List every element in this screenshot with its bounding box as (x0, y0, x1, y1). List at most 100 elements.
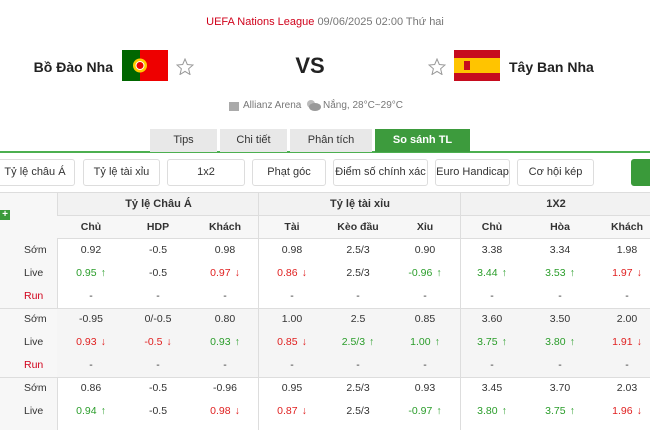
tab[interactable]: Phân tích (290, 129, 372, 152)
trend-arrow: ↓ (100, 336, 106, 348)
odds-cell: 0.90 (414, 244, 436, 256)
odds-cell: - (89, 359, 93, 371)
trend-arrow: ↑ (569, 267, 575, 279)
odds-cell: 0.98 ↓ (210, 405, 240, 417)
odds-cell: - (625, 359, 629, 371)
odds-cell: 3.38 (481, 244, 503, 256)
odds-cell: 0.93 ↓ (76, 336, 106, 348)
odds-cell: 3.34 (549, 244, 571, 256)
odds-cell: 3.70 (549, 382, 571, 394)
odds-cell: 0.95 (281, 382, 303, 394)
filter-button[interactable]: Tỷ lệ châu Á (0, 159, 75, 186)
odds-cell: 3.53 ↑ (545, 267, 575, 279)
column-header: Kèo đầu (337, 221, 379, 233)
section-divider (460, 193, 461, 430)
odds-cell: - (290, 359, 294, 371)
odds-cell: 2.5/3 (346, 244, 370, 256)
odds-cell: 3.60 (481, 313, 503, 325)
filter-button[interactable]: Euro Handicap (435, 159, 510, 186)
filter-button[interactable]: Điểm số chính xác (333, 159, 428, 186)
trend-arrow: ↓ (301, 336, 307, 348)
green-button[interactable] (631, 159, 650, 186)
odds-cell: - (89, 290, 93, 302)
row-label: Live (24, 267, 44, 279)
filter-button[interactable]: 1x2 (167, 159, 245, 186)
odds-cell: 2.5/3 (346, 405, 370, 417)
odds-cell: 3.80 ↑ (477, 405, 507, 417)
home-team[interactable]: Bồ Đào Nha (33, 59, 113, 75)
trend-arrow: ↑ (569, 405, 575, 417)
odds-cell: -0.5 (148, 244, 168, 256)
odds-cell: - (625, 290, 629, 302)
odds-cell: 0.86 ↓ (277, 267, 307, 279)
home-flag (122, 50, 168, 81)
column-header: Chủ (481, 221, 503, 233)
odds-cell: - (423, 359, 427, 371)
favorite-star[interactable] (176, 58, 194, 75)
trend-arrow: ↑ (501, 336, 507, 348)
group-divider (0, 377, 650, 378)
trend-arrow: ↑ (436, 405, 442, 417)
odds-cell: - (290, 290, 294, 302)
group-divider (0, 308, 650, 309)
odds-cell: - (423, 290, 427, 302)
odds-cell: 3.75 ↑ (477, 336, 507, 348)
odds-cell: 0/-0.5 (144, 313, 172, 325)
odds-cell: - (356, 359, 360, 371)
weather-icon (307, 100, 321, 111)
odds-cell: 0.98 (281, 244, 303, 256)
odds-cell: 2.5/3 (346, 267, 370, 279)
trend-arrow: ↓ (234, 405, 240, 417)
tab[interactable]: So sánh TL (375, 129, 470, 152)
trend-arrow: ↑ (569, 336, 575, 348)
odds-cell: 0.86 (80, 382, 102, 394)
filter-button[interactable]: Cơ hội kép (517, 159, 594, 186)
odds-table: + Tỷ lệ Châu Á Tỷ lệ tài xỉu 1X2 Chủ HDP Khách… (0, 192, 650, 430)
odds-cell: 0.98 (214, 244, 236, 256)
odds-cell: -0.5 (148, 405, 168, 417)
column-header: Khách (208, 221, 242, 233)
odds-cell: -0.95 (79, 313, 103, 325)
odds-cell: - (490, 359, 494, 371)
trend-arrow: ↑ (234, 336, 240, 348)
odds-cell: - (223, 359, 227, 371)
trend-arrow: ↑ (100, 267, 106, 279)
odds-cell: - (490, 290, 494, 302)
trend-arrow: ↑ (501, 405, 507, 417)
vs: VS (295, 53, 325, 78)
trend-arrow: ↓ (636, 336, 642, 348)
odds-cell: 0.87 ↓ (277, 405, 307, 417)
odds-cell: 0.85 ↓ (277, 336, 307, 348)
odds-cell: 2.5 (350, 313, 366, 325)
filter-button[interactable]: Phạt góc (252, 159, 326, 186)
column-header: Chủ (80, 221, 102, 233)
expand-button[interactable]: + (0, 210, 10, 220)
odds-cell: 0.85 (414, 313, 436, 325)
league[interactable]: UEFA Nations League (206, 16, 315, 28)
column-header: Xỉu (416, 221, 434, 233)
filter-button[interactable]: Tỷ lệ tài xỉu (83, 159, 160, 186)
trend-arrow: ↑ (436, 267, 442, 279)
group-header: Tỷ lệ tài xỉu (258, 193, 461, 216)
tab[interactable]: Tips (150, 129, 217, 152)
venue: Allianz Arena (243, 100, 302, 111)
trend-arrow: ↑ (501, 267, 507, 279)
odds-cell: 2.5/3 ↑ (341, 336, 375, 348)
column-header: Tài (284, 221, 300, 233)
away-team[interactable]: Tây Ban Nha (509, 59, 594, 75)
row-label: Sớm (24, 313, 47, 325)
tab[interactable]: Chi tiết (220, 129, 287, 152)
odds-cell: 2.00 (616, 313, 638, 325)
odds-cell: 3.80 ↑ (545, 336, 575, 348)
odds-cell: -0.5 (148, 382, 168, 394)
odds-cell: 2.03 (616, 382, 638, 394)
group-header: 1X2 (460, 193, 650, 216)
column-header: HDP (146, 221, 170, 233)
favorite-star[interactable] (428, 58, 446, 75)
trend-arrow: ↑ (100, 405, 106, 417)
odds-cell: - (558, 290, 562, 302)
left-column (0, 193, 58, 430)
column-header: Hòa (550, 221, 570, 233)
odds-cell: 0.92 (80, 244, 102, 256)
